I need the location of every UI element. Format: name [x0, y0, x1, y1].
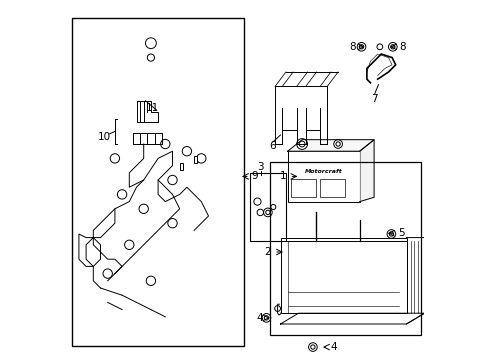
- Bar: [249, 173, 285, 241]
- Text: 3: 3: [257, 162, 264, 172]
- Text: 11: 11: [146, 103, 159, 113]
- Bar: [291, 179, 316, 197]
- Circle shape: [333, 140, 342, 148]
- Bar: [194, 156, 197, 163]
- Bar: [269, 162, 420, 335]
- Polygon shape: [287, 140, 373, 151]
- Text: 6: 6: [269, 141, 275, 151]
- Text: 8: 8: [348, 42, 355, 52]
- Polygon shape: [359, 140, 373, 202]
- Text: 4: 4: [330, 342, 336, 352]
- Bar: [179, 163, 182, 170]
- Bar: [280, 238, 406, 241]
- Text: 9: 9: [251, 171, 257, 181]
- Text: 1: 1: [279, 171, 285, 181]
- Text: 5: 5: [397, 228, 404, 238]
- Circle shape: [299, 141, 305, 147]
- Text: Motorcraft: Motorcraft: [304, 169, 342, 174]
- Circle shape: [335, 142, 340, 146]
- Text: 7: 7: [371, 94, 377, 104]
- Text: 8: 8: [399, 42, 406, 52]
- Text: 10: 10: [97, 132, 110, 142]
- Polygon shape: [79, 234, 101, 266]
- Text: 4: 4: [255, 313, 262, 323]
- Bar: [280, 241, 406, 313]
- Bar: [287, 151, 359, 202]
- Bar: [320, 179, 345, 197]
- Text: 2: 2: [264, 247, 270, 257]
- Bar: [72, 18, 244, 346]
- Circle shape: [296, 139, 307, 149]
